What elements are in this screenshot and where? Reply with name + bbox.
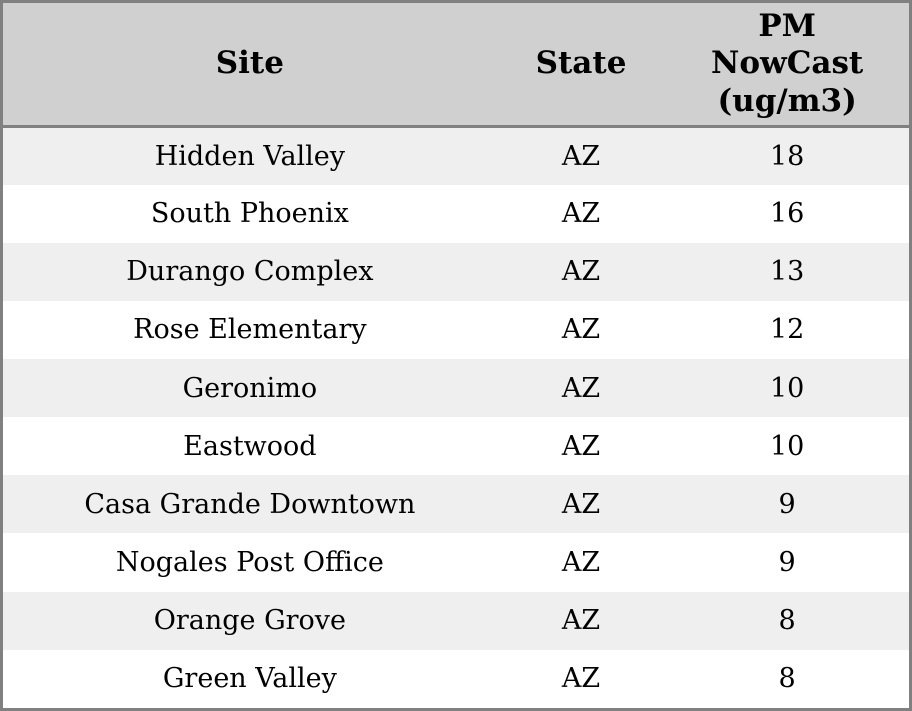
- cell-pm: 9: [778, 488, 796, 520]
- cell-pm: 8: [778, 663, 796, 695]
- cell-site: Eastwood: [183, 430, 317, 462]
- table-row: Casa Grande Downtown AZ 9: [3, 475, 909, 534]
- column-header-pm-nowcast: PM NowCast (ug/m3): [665, 3, 909, 128]
- cell-site: Casa Grande Downtown: [84, 488, 416, 520]
- table-row: Hidden Valley AZ 18: [3, 126, 909, 185]
- cell-pm: 13: [769, 256, 805, 288]
- table-header: Site State PM NowCast (ug/m3): [3, 3, 909, 128]
- table-body: Hidden Valley AZ 18 South Phoenix AZ 16 Durang…: [3, 126, 909, 708]
- cell-site: Geronimo: [182, 372, 318, 404]
- cell-state: AZ: [561, 198, 601, 230]
- table-row: Rose Elementary AZ 12: [3, 300, 909, 360]
- cell-state: AZ: [561, 547, 601, 579]
- cell-pm: 10: [769, 372, 805, 404]
- cell-site: South Phoenix: [150, 198, 349, 230]
- cell-state: AZ: [561, 372, 601, 404]
- pm-nowcast-table: Site State PM NowCast (ug/m3) Hidden Val…: [3, 3, 909, 708]
- cell-state: AZ: [561, 256, 601, 288]
- cell-site: Rose Elementary: [133, 314, 367, 346]
- cell-pm: 16: [769, 198, 805, 230]
- cell-site: Durango Complex: [126, 256, 374, 288]
- table-row: South Phoenix AZ 16: [3, 184, 909, 243]
- cell-state: AZ: [561, 488, 601, 520]
- cell-site: Green Valley: [162, 663, 337, 695]
- cell-state: AZ: [561, 430, 601, 462]
- cell-pm: 12: [769, 314, 805, 346]
- header-row: Site State PM NowCast (ug/m3): [3, 3, 909, 128]
- table-row: Eastwood AZ 10: [3, 417, 909, 476]
- table-row: Green Valley AZ 8: [3, 649, 909, 708]
- cell-state: AZ: [561, 605, 601, 637]
- cell-state: AZ: [561, 663, 601, 695]
- column-header-state: State: [496, 3, 666, 128]
- cell-pm: 18: [769, 140, 805, 172]
- cell-site: Orange Grove: [153, 605, 347, 637]
- table-row: Durango Complex AZ 13: [3, 242, 909, 301]
- column-header-site: Site: [3, 3, 497, 128]
- cell-state: AZ: [561, 314, 601, 346]
- table-row: Nogales Post Office AZ 9: [3, 533, 909, 592]
- cell-pm: 8: [778, 605, 796, 637]
- cell-site: Hidden Valley: [154, 140, 346, 172]
- table-row: Geronimo AZ 10: [3, 359, 909, 418]
- cell-pm: 9: [778, 547, 796, 579]
- table-row: Orange Grove AZ 8: [3, 591, 909, 650]
- cell-site: Nogales Post Office: [115, 547, 384, 579]
- cell-state: AZ: [561, 140, 601, 172]
- cell-pm: 10: [769, 430, 805, 462]
